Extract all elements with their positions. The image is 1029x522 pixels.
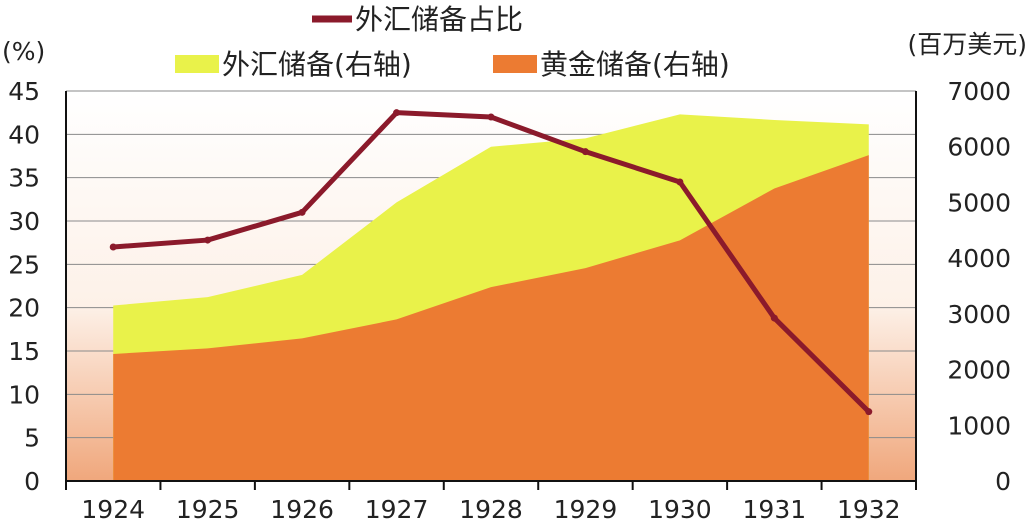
x-tick-label: 1931	[743, 495, 807, 522]
y-tick-label-right: 1000	[947, 411, 1011, 440]
y-tick-label-left: 0	[24, 467, 40, 496]
line-point	[581, 148, 589, 156]
y-tick-label-right: 2000	[947, 356, 1011, 385]
y-tick-label-left: 30	[8, 207, 40, 236]
line-point	[865, 408, 873, 416]
line-point	[770, 314, 778, 322]
legend-swatch-fx	[175, 55, 219, 73]
line-point	[298, 208, 306, 216]
y-tick-label-right: 5000	[947, 188, 1011, 217]
axes	[65, 91, 917, 490]
y-tick-label-right: 4000	[947, 244, 1011, 273]
x-tick-label: 1928	[459, 495, 523, 522]
tick-labels: 45 40 35 30 25 20 15 10 5 0 7000 6000 5000 4000 3000 20…	[8, 77, 1011, 522]
area-gold-reserves	[113, 155, 869, 482]
x-tick-label: 1924	[81, 495, 145, 522]
y-tick-label-left: 20	[8, 294, 40, 323]
line-point	[393, 109, 401, 117]
area-series	[113, 114, 869, 482]
y-tick-label-left: 25	[8, 250, 40, 279]
y-tick-label-right: 6000	[947, 133, 1011, 162]
y-axis-left-label: (%)	[2, 37, 45, 66]
x-tick-label: 1929	[554, 495, 618, 522]
x-tick-label: 1926	[270, 495, 334, 522]
x-tick-label: 1927	[365, 495, 429, 522]
y-tick-label-right: 0	[995, 467, 1011, 496]
line-series	[109, 109, 873, 416]
line-point	[487, 113, 495, 121]
x-tick-label: 1930	[648, 495, 712, 522]
y-tick-label-left: 5	[24, 424, 40, 453]
x-tick-label: 1925	[176, 495, 240, 522]
line-point	[676, 178, 684, 186]
line-point	[109, 243, 117, 251]
y-tick-label-left: 10	[8, 380, 40, 409]
legend: 外汇储备占比 外汇储备(右轴) 黄金储备(右轴)	[175, 3, 730, 81]
y-tick-label-right: 3000	[947, 300, 1011, 329]
legend-swatch-gold	[493, 55, 537, 73]
y-axis-right-label: (百万美元)	[907, 30, 1027, 59]
y-tick-label-left: 45	[8, 77, 40, 106]
legend-label-line: 外汇储备占比	[355, 3, 523, 36]
x-tick-label: 1932	[837, 495, 901, 522]
y-tick-label-left: 40	[8, 120, 40, 149]
line-point	[204, 236, 212, 244]
y-tick-label-left: 35	[8, 164, 40, 193]
legend-label-fx: 外汇储备(右轴)	[222, 48, 412, 81]
y-tick-label-right: 7000	[947, 77, 1011, 106]
y-tick-label-left: 15	[8, 337, 40, 366]
legend-label-gold: 黄金储备(右轴)	[540, 48, 730, 81]
